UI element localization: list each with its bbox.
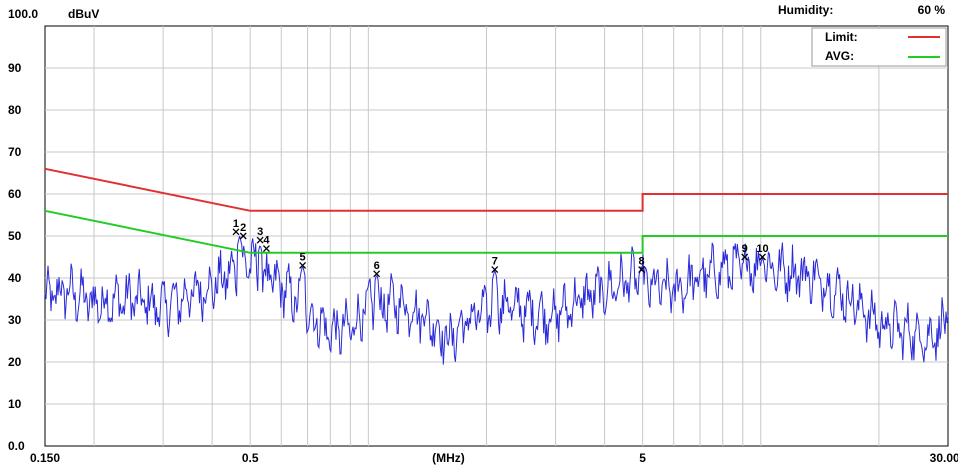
- peak-marker: 6: [373, 260, 381, 278]
- x-axis-labels: 0.150 0.5 (MHz) 5 30.000: [30, 451, 958, 465]
- marker-cross: [758, 253, 766, 261]
- peak-marker: 3: [256, 226, 264, 244]
- avg-limit-line: [44, 209, 948, 254]
- marker-label: 4: [263, 235, 270, 247]
- marker-label: 10: [756, 243, 768, 255]
- marker-cross: [256, 236, 264, 244]
- peak-marker: 10: [756, 243, 769, 261]
- marker-label: 3: [257, 226, 263, 238]
- peak-marker: 8: [638, 256, 646, 274]
- marker-cross: [232, 228, 240, 236]
- marker-label: 8: [639, 256, 645, 268]
- marker-cross: [491, 266, 499, 274]
- marker-label: 7: [492, 256, 498, 268]
- marker-label: 5: [300, 251, 306, 263]
- marker-label: 1: [233, 218, 239, 230]
- x-tick-label: 0.5: [242, 451, 259, 465]
- unit-label: dBuV: [68, 7, 99, 21]
- x-tick-label: 5: [639, 451, 646, 465]
- y-tick-label: 0.0: [8, 439, 25, 453]
- qp-limit-line: [44, 167, 948, 212]
- y-tick-label: 10: [8, 397, 22, 411]
- peak-marker: 9: [741, 243, 749, 261]
- marker-cross: [741, 253, 749, 261]
- peak-marker: 4: [262, 235, 270, 253]
- measured-trace: [44, 235, 949, 365]
- marker-cross: [638, 266, 646, 274]
- legend-avg-label: AVG:: [825, 49, 854, 63]
- y-tick-label: 80: [8, 103, 22, 117]
- y-tick-label: 70: [8, 145, 22, 159]
- marker-cross: [239, 232, 247, 240]
- peak-marker: 7: [491, 256, 499, 274]
- marker-cross: [299, 261, 307, 269]
- x-tick-label: (MHz): [432, 451, 465, 465]
- marker-label: 6: [374, 260, 380, 272]
- y-tick-label: 90: [8, 61, 22, 75]
- marker-group: 1 2 34 5 6 7 8 9 10: [232, 218, 769, 278]
- humidity-label: Humidity:: [778, 3, 833, 17]
- y-tick-label: 30: [8, 313, 22, 327]
- peak-marker: 2: [239, 222, 247, 240]
- top-value-label: 100.0: [8, 7, 38, 21]
- x-tick-label: 0.150: [30, 451, 60, 465]
- marker-cross: [373, 270, 381, 278]
- humidity-value: 60 %: [918, 3, 946, 17]
- legend-box: [811, 27, 947, 67]
- y-tick-label: 40: [8, 271, 22, 285]
- x-tick-label: 30.000: [930, 451, 958, 465]
- peak-marker: 5: [299, 251, 307, 269]
- legend-limit-label: Limit:: [825, 30, 858, 44]
- marker-cross: [262, 245, 270, 253]
- legend: Limit: AVG:: [811, 27, 947, 67]
- series-group: [44, 167, 949, 365]
- y-tick-label: 60: [8, 187, 22, 201]
- peak-marker: 1: [232, 218, 240, 236]
- marker-label: 2: [240, 222, 246, 234]
- y-tick-label: 20: [8, 355, 22, 369]
- y-tick-label: 50: [8, 229, 22, 243]
- marker-label: 9: [742, 243, 748, 255]
- y-axis-labels: 0.0 10 20 30 40 50 60 70 80 90: [8, 61, 25, 453]
